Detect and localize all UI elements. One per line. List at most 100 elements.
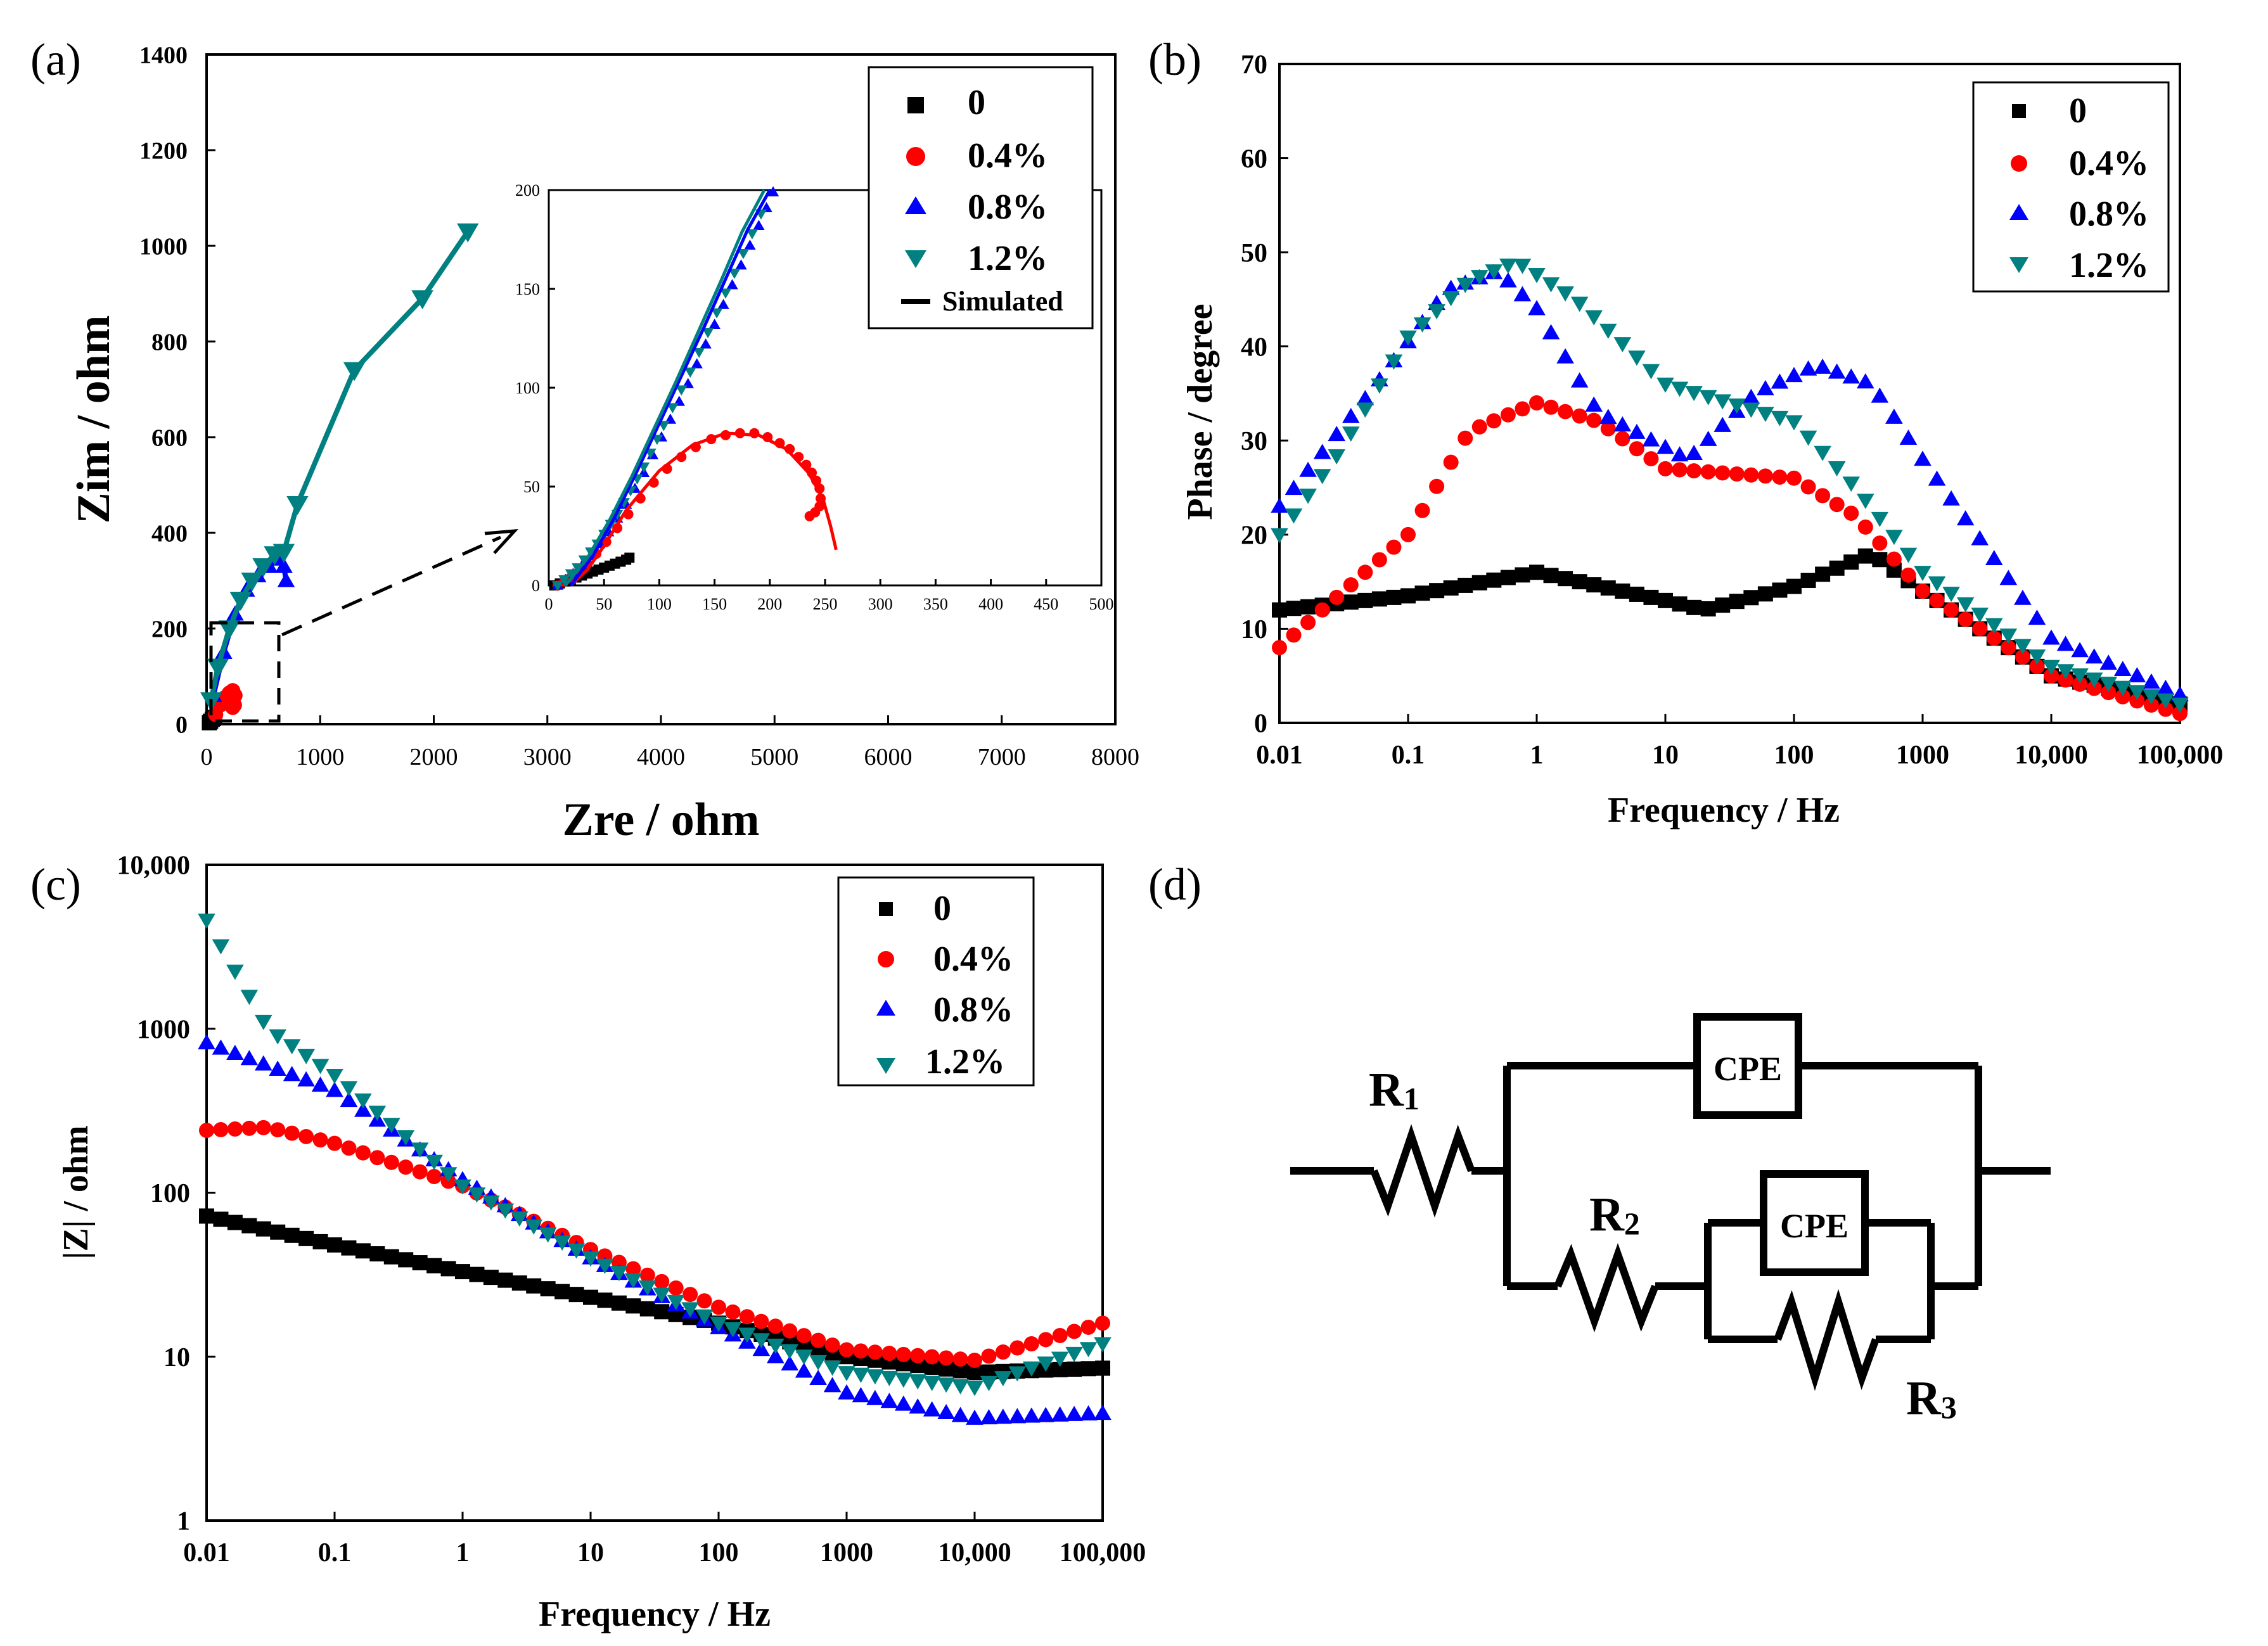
data-point <box>2044 668 2059 684</box>
data-point <box>1729 594 1745 609</box>
data-point <box>1079 1405 1098 1421</box>
r2-sub: 2 <box>1624 1206 1640 1241</box>
panel-a: (a) 0 1000 2000 3000 4000 5000 6000 7000 8000 02… <box>30 34 1139 846</box>
data-point <box>254 1055 272 1071</box>
data-point <box>1400 588 1416 604</box>
data-point <box>1486 572 1502 588</box>
data-point <box>966 1409 983 1425</box>
data-point <box>1586 577 1602 593</box>
data-point <box>1871 511 1889 527</box>
data-point <box>611 1295 627 1311</box>
data-point <box>1572 574 1587 590</box>
data-point <box>1314 602 1330 618</box>
x-tick-label: 100 <box>647 595 672 613</box>
data-point <box>824 1337 840 1353</box>
data-point <box>638 1280 657 1296</box>
data-point <box>1856 373 1874 389</box>
data-point <box>610 1266 628 1282</box>
x-tick-label: 100 <box>699 1538 739 1567</box>
data-point <box>1328 449 1346 465</box>
data-point <box>895 1346 911 1362</box>
data-point <box>1572 408 1587 424</box>
y-tick-label: 1000 <box>137 1015 190 1044</box>
data-point <box>696 1293 712 1309</box>
data-point <box>354 1093 372 1109</box>
inset-data-point <box>746 229 759 239</box>
data-point <box>1842 368 1861 384</box>
data-point <box>724 1322 742 1337</box>
data-point <box>1985 550 2003 566</box>
data-point <box>1371 552 1387 568</box>
data-point <box>1528 267 1546 283</box>
data-point <box>1356 402 1374 418</box>
data-point <box>952 1351 968 1367</box>
data-point <box>2156 693 2175 709</box>
data-point <box>411 1142 429 1158</box>
data-point <box>2058 672 2073 688</box>
data-point <box>1815 566 1831 582</box>
data-point <box>298 1128 314 1144</box>
data-point <box>1685 445 1703 461</box>
data-point <box>1956 597 1975 613</box>
panel-b-xlabel: Frequency / Hz <box>1608 791 1840 830</box>
data-point <box>355 1145 371 1161</box>
panel-b-xticks: 0.01 0.1 1 10 100 1000 10,000 100,000 <box>1256 714 2223 770</box>
data-point <box>298 1230 314 1246</box>
data-point <box>781 1355 799 1371</box>
data-point <box>439 1167 458 1183</box>
panel-b-ylabel: Phase / degree <box>1181 303 1220 520</box>
data-point <box>1786 578 1802 594</box>
data-point <box>213 1211 229 1227</box>
data-point <box>213 1122 229 1138</box>
x-tick-label: 0.1 <box>318 1538 352 1567</box>
data-point <box>939 1350 954 1366</box>
data-point <box>1095 1315 1110 1331</box>
data-point <box>1757 468 1773 484</box>
data-point <box>1957 611 1973 627</box>
data-point <box>2143 697 2159 713</box>
data-point <box>1856 494 1874 509</box>
data-point <box>1942 587 1960 603</box>
data-point <box>369 1150 385 1166</box>
data-point <box>995 1344 1011 1360</box>
data-point <box>1500 570 1516 585</box>
panel-c-series <box>198 914 1112 1425</box>
data-point <box>852 1387 870 1403</box>
data-point <box>1385 354 1403 370</box>
x-tick-label: 8000 <box>1091 744 1139 770</box>
r3-letter: R <box>1906 1372 1942 1425</box>
data-point <box>994 1371 1012 1387</box>
data-point <box>341 1140 357 1156</box>
data-point <box>1542 324 1560 340</box>
panel-c: (c) 0.01 0.1 1 10 100 1000 10,000 100,000 11010… <box>30 852 1146 1634</box>
x-tick-label: 4000 <box>637 744 685 770</box>
data-point <box>1800 572 1816 588</box>
legend-marker-12 <box>2009 257 2028 273</box>
data-point <box>880 1393 899 1408</box>
y-tick-label: 50 <box>1241 239 1267 268</box>
data-point <box>583 1289 598 1305</box>
data-point <box>1285 508 1303 524</box>
data-point <box>1095 1360 1110 1376</box>
data-point <box>668 1280 684 1296</box>
data-point <box>1829 560 1845 576</box>
data-point <box>1299 488 1317 504</box>
legend-marker-08 <box>905 196 926 214</box>
data-point <box>1022 1361 1041 1377</box>
data-point <box>739 1309 755 1325</box>
data-point <box>981 1348 997 1364</box>
inset-data-point <box>676 385 688 396</box>
panel-a-legend: 0 0.4% 0.8% 1.2% Simulated <box>868 66 1094 329</box>
y-tick-label: 200 <box>515 181 540 200</box>
data-point <box>1999 570 2018 585</box>
data-point <box>1570 297 1589 312</box>
data-point <box>297 1049 315 1064</box>
data-point <box>311 1059 330 1075</box>
data-point <box>2143 689 2160 705</box>
x-tick-label: 100,000 <box>2137 741 2224 770</box>
data-point <box>341 1240 357 1256</box>
data-point <box>2056 664 2075 680</box>
data-point <box>1515 567 1530 583</box>
panel-a-xlabel: Zre / ohm <box>562 794 759 846</box>
